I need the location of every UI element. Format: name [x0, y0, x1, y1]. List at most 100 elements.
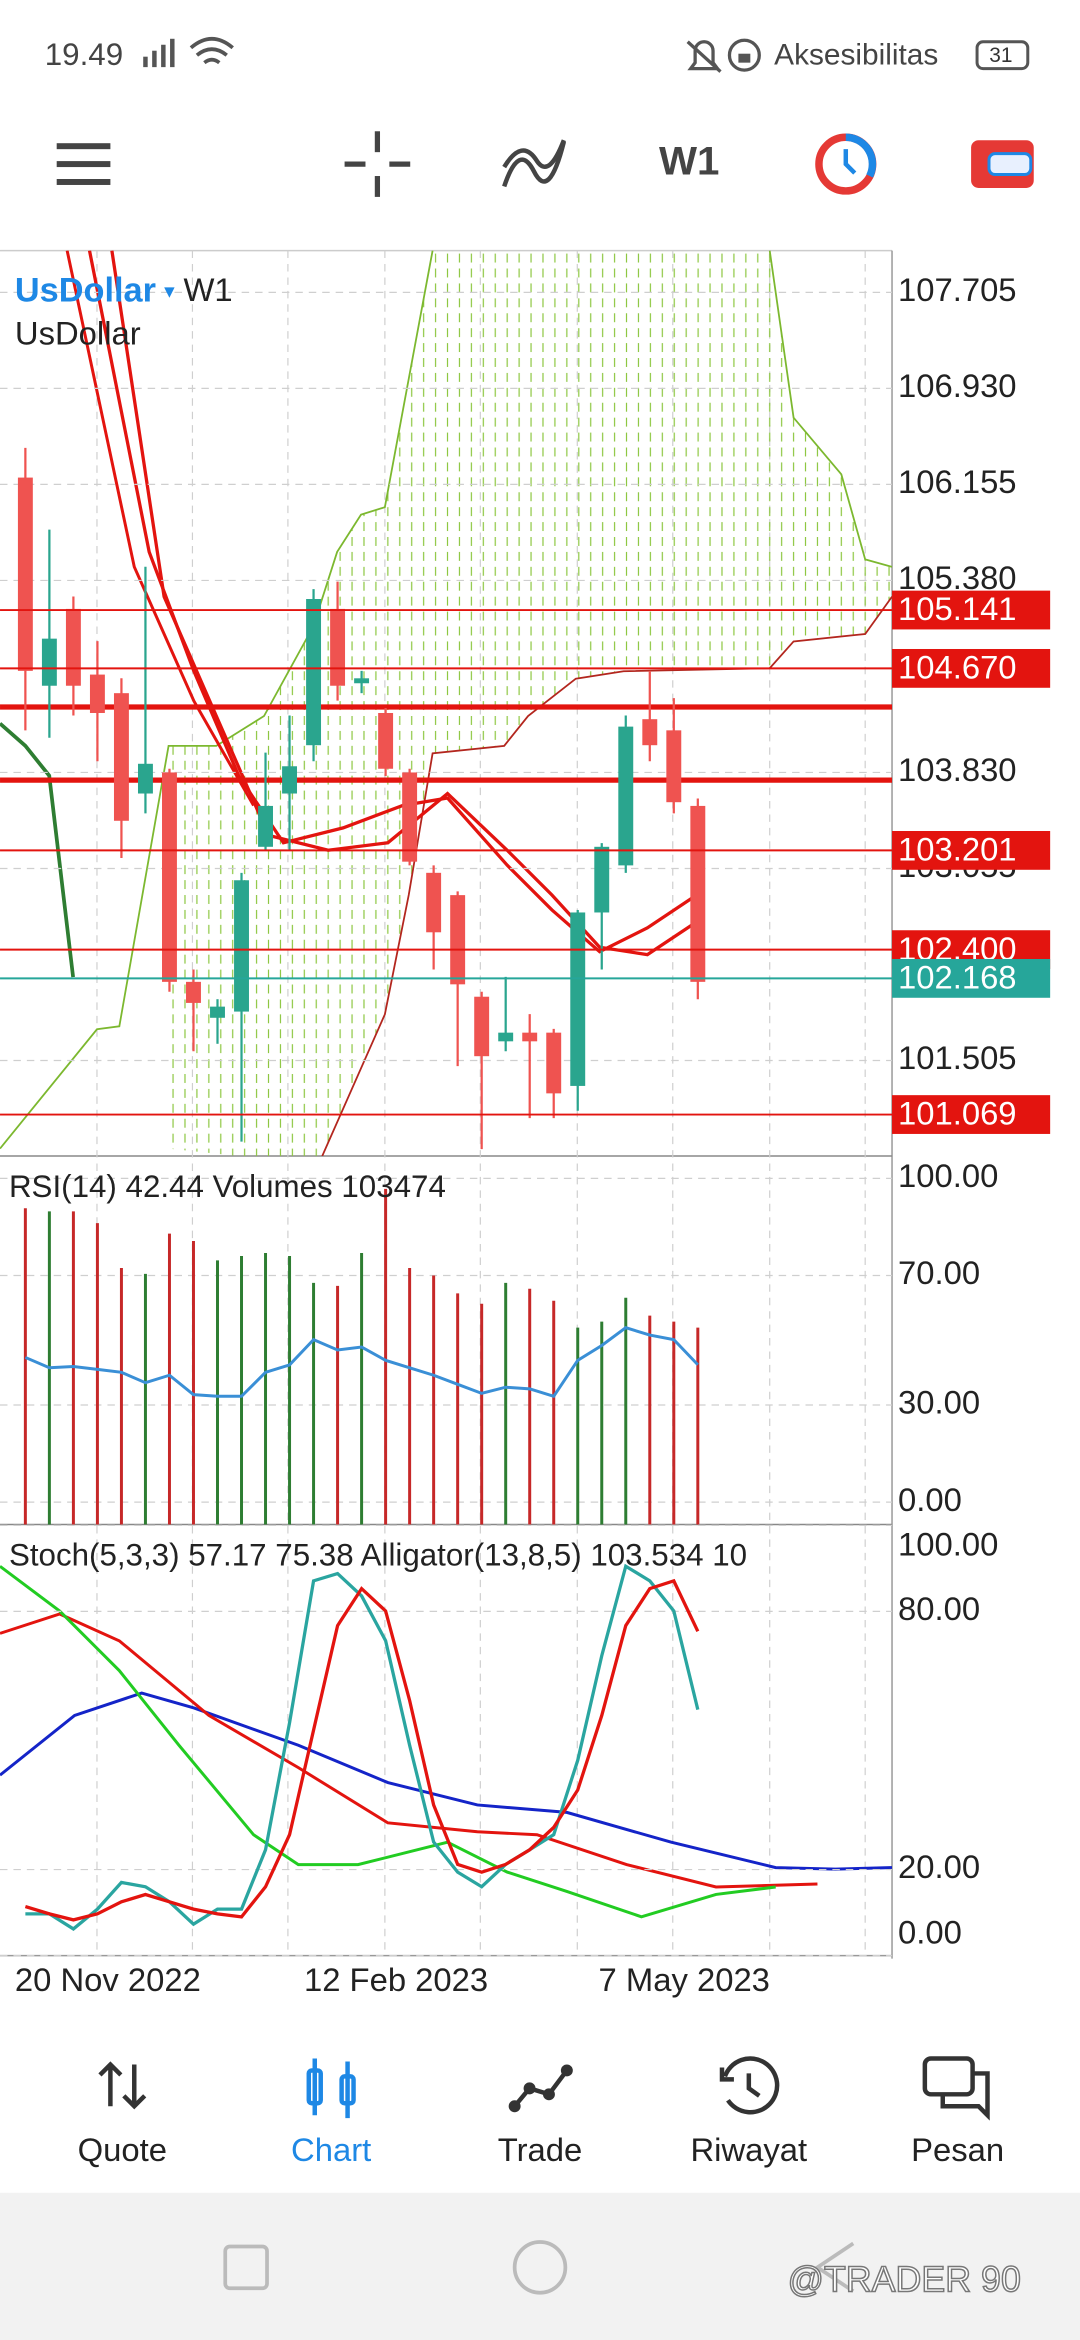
candle-body: [137, 763, 153, 794]
price-marks: [0, 291, 893, 1150]
candle-body: [642, 719, 658, 746]
history-icon: [719, 2056, 780, 2115]
battery-level: 31: [989, 44, 1012, 67]
candle-body: [450, 895, 466, 985]
x-tick-label: 12 Feb 2023: [304, 1961, 488, 1998]
candle-body: [162, 772, 177, 982]
status-bar: [0, 0, 1080, 108]
watermark: @TRADER 90: [788, 2260, 1021, 2300]
moving-average: [110, 250, 698, 957]
candle-body: [378, 712, 394, 769]
candle-body: [546, 1032, 562, 1094]
level-label: 101.069: [898, 1095, 1017, 1132]
level-box: [892, 648, 1051, 688]
battery: [975, 40, 1030, 71]
candle-body: [522, 1032, 538, 1042]
candle-body: [570, 912, 586, 1086]
timeframe-button[interactable]: W1: [659, 139, 719, 184]
clock: 19.49: [45, 37, 123, 72]
rsi-line: [24, 1325, 699, 1399]
rsi-label: RSI(14) 42.44 Volumes 103474: [9, 1169, 446, 1204]
lock-icon: [727, 38, 761, 72]
y-tick-label: 107.705: [898, 271, 1017, 308]
indicators-button[interactable]: [502, 139, 567, 188]
nav-tab[interactable]: Pesan: [911, 2131, 1004, 2168]
level-box: [892, 1095, 1051, 1134]
x-tick-label: 20 Nov 2022: [15, 1961, 201, 1998]
signal-icon: [143, 38, 175, 68]
bid-box: [892, 958, 1051, 998]
history-button[interactable]: [815, 133, 877, 195]
y-tick-label: 106.930: [898, 367, 1017, 404]
candle-body: [282, 766, 298, 794]
time-axis: 20 Nov 2022 12 Feb 2023 7 May 2023: [15, 1961, 770, 1998]
symbol-name: UsDollar: [15, 271, 156, 309]
candle-body: [234, 880, 249, 1012]
stoch-signal: [24, 1578, 700, 1922]
ichimoku-cloud: [168, 250, 893, 1157]
level-box: [892, 831, 1051, 870]
messages-icon: [922, 2056, 990, 2121]
crosshair-button[interactable]: [344, 131, 411, 197]
symbol-description: UsDollar: [15, 314, 141, 351]
senkou-a: [768, 250, 893, 568]
price-overlay: UsDollar ▾ W1 UsDollar 107.705 106.930 106…: [15, 271, 1051, 1134]
accessibility-label: Aksesibilitas: [774, 39, 938, 72]
candle-body: [41, 638, 57, 686]
nav-tab[interactable]: Quote: [78, 2131, 167, 2168]
candle-body: [210, 1006, 225, 1018]
nav-tab[interactable]: Chart: [291, 2131, 371, 2168]
candle-body: [186, 981, 201, 1003]
trade-icon: [508, 2064, 573, 2113]
stoch-panel: 100.00 80.00 20.00 0.00: [0, 1524, 998, 1957]
candle-body: [65, 608, 81, 686]
level-label: 103.201: [898, 831, 1017, 868]
bid-label: 102.168: [898, 959, 1017, 996]
candle-body: [354, 678, 370, 684]
y-tick-label: 106.155: [898, 463, 1017, 500]
y-tick-label: 103.830: [898, 751, 1017, 788]
symbol-dropdown[interactable]: ▾: [164, 280, 175, 303]
stoch-label: Stoch(5,3,3) 57.17 75.38 Alligator(13,8,…: [9, 1538, 747, 1573]
nav-tab[interactable]: Riwayat: [691, 2131, 808, 2168]
trade-button[interactable]: [971, 140, 1034, 188]
y-tick-label: 0.00: [898, 1913, 962, 1950]
candle-body: [113, 693, 129, 821]
y-tick-label: 80.00: [898, 1590, 980, 1627]
chart-timeframe: W1: [183, 271, 232, 308]
y-tick-label: 100.00: [898, 1157, 998, 1194]
nav-labels: Quote Chart Trade Riwayat Pesan: [78, 2131, 1005, 2168]
candle-body: [474, 996, 490, 1057]
y-tick-label: 0.00: [898, 1481, 962, 1518]
candle-body: [17, 477, 33, 671]
y-tick-label: 20.00: [898, 1848, 980, 1885]
wifi-icon: [189, 36, 234, 65]
stoch-main: [25, 1563, 700, 1931]
candle-body: [258, 805, 273, 847]
level-box: [892, 590, 1051, 630]
y-tick-label: 101.505: [898, 1039, 1017, 1076]
senkou-b: [321, 596, 893, 1157]
chikou-line: [0, 722, 75, 978]
nav-tab[interactable]: Trade: [498, 2131, 582, 2168]
y-tick-label: 100.00: [898, 1526, 998, 1563]
home-button[interactable]: [512, 2240, 568, 2295]
moving-average: [65, 250, 255, 807]
quote-icon: [98, 2061, 147, 2110]
system-bar: [0, 2192, 1080, 2340]
y-tick-label: 105.380: [898, 559, 1017, 596]
level-label: 105.141: [898, 590, 1017, 627]
y-tick-label: 30.00: [898, 1384, 980, 1421]
candle-body: [498, 1032, 514, 1042]
candle-body: [330, 608, 346, 686]
candle-body: [402, 772, 418, 862]
alligator-teeth: [0, 1612, 818, 1889]
menu-button[interactable]: [56, 143, 111, 185]
alligator-lips: [0, 1565, 776, 1919]
senkou-a: [0, 250, 434, 1150]
back-button[interactable]: [814, 2241, 855, 2293]
recents-button[interactable]: [223, 2244, 269, 2291]
